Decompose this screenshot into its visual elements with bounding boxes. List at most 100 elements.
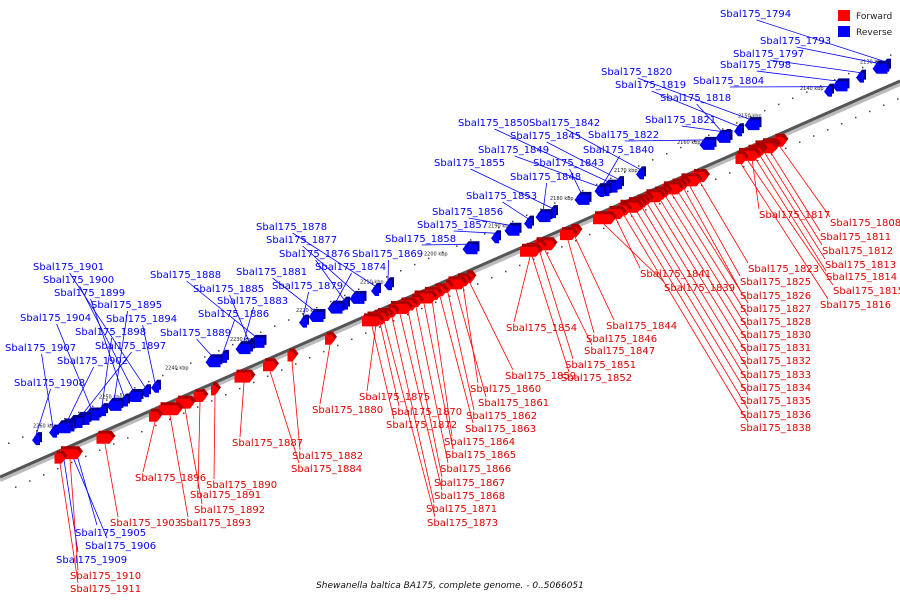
kbp-tick-label: 2250 kbp <box>99 394 123 400</box>
gene-leader-line <box>653 202 749 356</box>
gene-label-forward: Sbal175_1826 <box>740 291 811 302</box>
track-dot <box>29 480 31 482</box>
gene-label-forward: Sbal175_1834 <box>740 383 811 394</box>
gene-label-forward: Sbal175_1892 <box>194 505 265 516</box>
gene-arrow <box>308 311 324 322</box>
track-dot <box>652 159 654 161</box>
gene-leader-line <box>79 285 135 393</box>
gene-label-reverse: Sbal175_1888 <box>150 270 221 281</box>
track-dot <box>708 134 710 136</box>
gene-leader-line <box>104 443 119 518</box>
gene-leader-line <box>469 283 514 371</box>
track-dot <box>85 455 87 458</box>
track-dot <box>225 394 227 396</box>
gene-label-forward: Sbal175_1817 <box>759 210 830 221</box>
gene-leader-line <box>470 168 553 209</box>
gene-arrow <box>535 212 551 223</box>
gene-label-reverse: Sbal175_1902 <box>57 356 128 367</box>
gene-arrow <box>234 372 254 383</box>
gene-label-reverse: Sbal175_1897 <box>95 341 166 352</box>
gene-label-reverse: Sbal175_1821 <box>645 115 716 126</box>
gene-leader-line <box>371 326 395 420</box>
legend: Forward Reverse <box>838 10 893 38</box>
track-dot <box>575 240 577 242</box>
gene-label-forward: Sbal175_1873 <box>427 518 498 529</box>
gene-label-reverse: Sbal175_1879 <box>272 281 343 292</box>
gene-arrow <box>824 86 832 97</box>
gene-label-forward: Sbal175_1866 <box>440 464 511 475</box>
track-dot <box>148 380 150 383</box>
gene-leader-line <box>387 259 389 281</box>
gene-leader-line <box>544 250 593 346</box>
gene-arrow <box>96 433 114 444</box>
gene-leader-line <box>659 199 749 343</box>
gene-label-forward: Sbal175_1831 <box>740 343 811 354</box>
gene-leader-line <box>423 303 454 450</box>
track-dot <box>841 122 843 125</box>
gene-leader-line <box>197 401 201 490</box>
gene-leader-line <box>319 344 331 405</box>
gene-arrow <box>734 126 742 137</box>
gene-leader-line <box>69 272 146 388</box>
gene-leader-line <box>383 320 436 518</box>
kbp-tick-label: 2180 kbp <box>550 196 574 202</box>
track-dot <box>421 307 423 310</box>
gene-label-reverse: Sbal175_1908 <box>14 378 85 389</box>
gene-arrow <box>504 225 520 236</box>
gene-leader-line <box>756 19 886 62</box>
track-dot <box>484 233 486 235</box>
map-caption: Shewanella baltica BA175, complete genom… <box>316 581 584 591</box>
gene-arrow <box>349 293 365 304</box>
gene-label-forward: Sbal175_1860 <box>470 384 541 395</box>
gene-leader-line <box>751 159 760 210</box>
track-dot <box>862 66 864 69</box>
gene-leader-line <box>269 371 300 464</box>
track-dot <box>505 270 507 273</box>
track-dot <box>470 239 472 241</box>
gene-label-forward: Sbal175_1808 <box>830 218 900 229</box>
gene-leader-line <box>635 209 749 396</box>
gene-leader-line <box>239 382 245 438</box>
track-dot <box>848 72 850 75</box>
track-dot <box>176 368 178 371</box>
track-dot <box>197 406 199 408</box>
gene-label-reverse: Sbal175_1907 <box>5 343 76 354</box>
gene-arrow <box>491 233 499 244</box>
gene-leader-line <box>769 59 861 73</box>
track-dot <box>477 283 479 285</box>
kbp-tick-label: 2140 kbp <box>800 86 824 92</box>
gene-leader-line <box>671 194 749 317</box>
track-dot <box>288 319 290 321</box>
gene-label-forward: Sbal175_1880 <box>312 405 383 416</box>
track-dot <box>533 258 535 260</box>
gene-label-reverse: Sbal175_1895 <box>91 300 162 311</box>
gene-label-forward: Sbal175_1867 <box>434 478 505 489</box>
gene-label-forward: Sbal175_1812 <box>822 246 893 257</box>
gene-arrow <box>327 303 343 314</box>
gene-arrow <box>744 120 760 131</box>
track-dot <box>260 331 262 334</box>
gene-label-reverse: Sbal175_1894 <box>106 314 177 325</box>
gene-label-forward: Sbal175_1862 <box>466 411 537 422</box>
track-dot <box>449 295 451 297</box>
gene-leader-line <box>462 286 479 384</box>
track-dot <box>379 326 381 328</box>
gene-leader-line <box>603 223 665 283</box>
gene-leader-line <box>569 168 583 196</box>
track-dot <box>596 183 598 186</box>
track-dot <box>820 85 822 87</box>
track-dot <box>855 116 857 119</box>
gene-label-reverse: Sbal175_1909 <box>56 555 127 566</box>
gene-label-reverse: Sbal175_1798 <box>720 60 791 71</box>
track-dot <box>547 252 549 254</box>
track-dot <box>162 374 164 377</box>
track-dot <box>582 189 584 192</box>
gene-leader-line <box>407 310 443 478</box>
track-dot <box>36 430 38 432</box>
gene-label-reverse: Sbal175_1874 <box>315 262 386 273</box>
track-dot <box>799 141 801 143</box>
gene-label-forward: Sbal175_1814 <box>826 272 897 283</box>
track-dot <box>15 486 17 488</box>
track-dot <box>393 320 395 322</box>
track-dot <box>183 412 185 414</box>
